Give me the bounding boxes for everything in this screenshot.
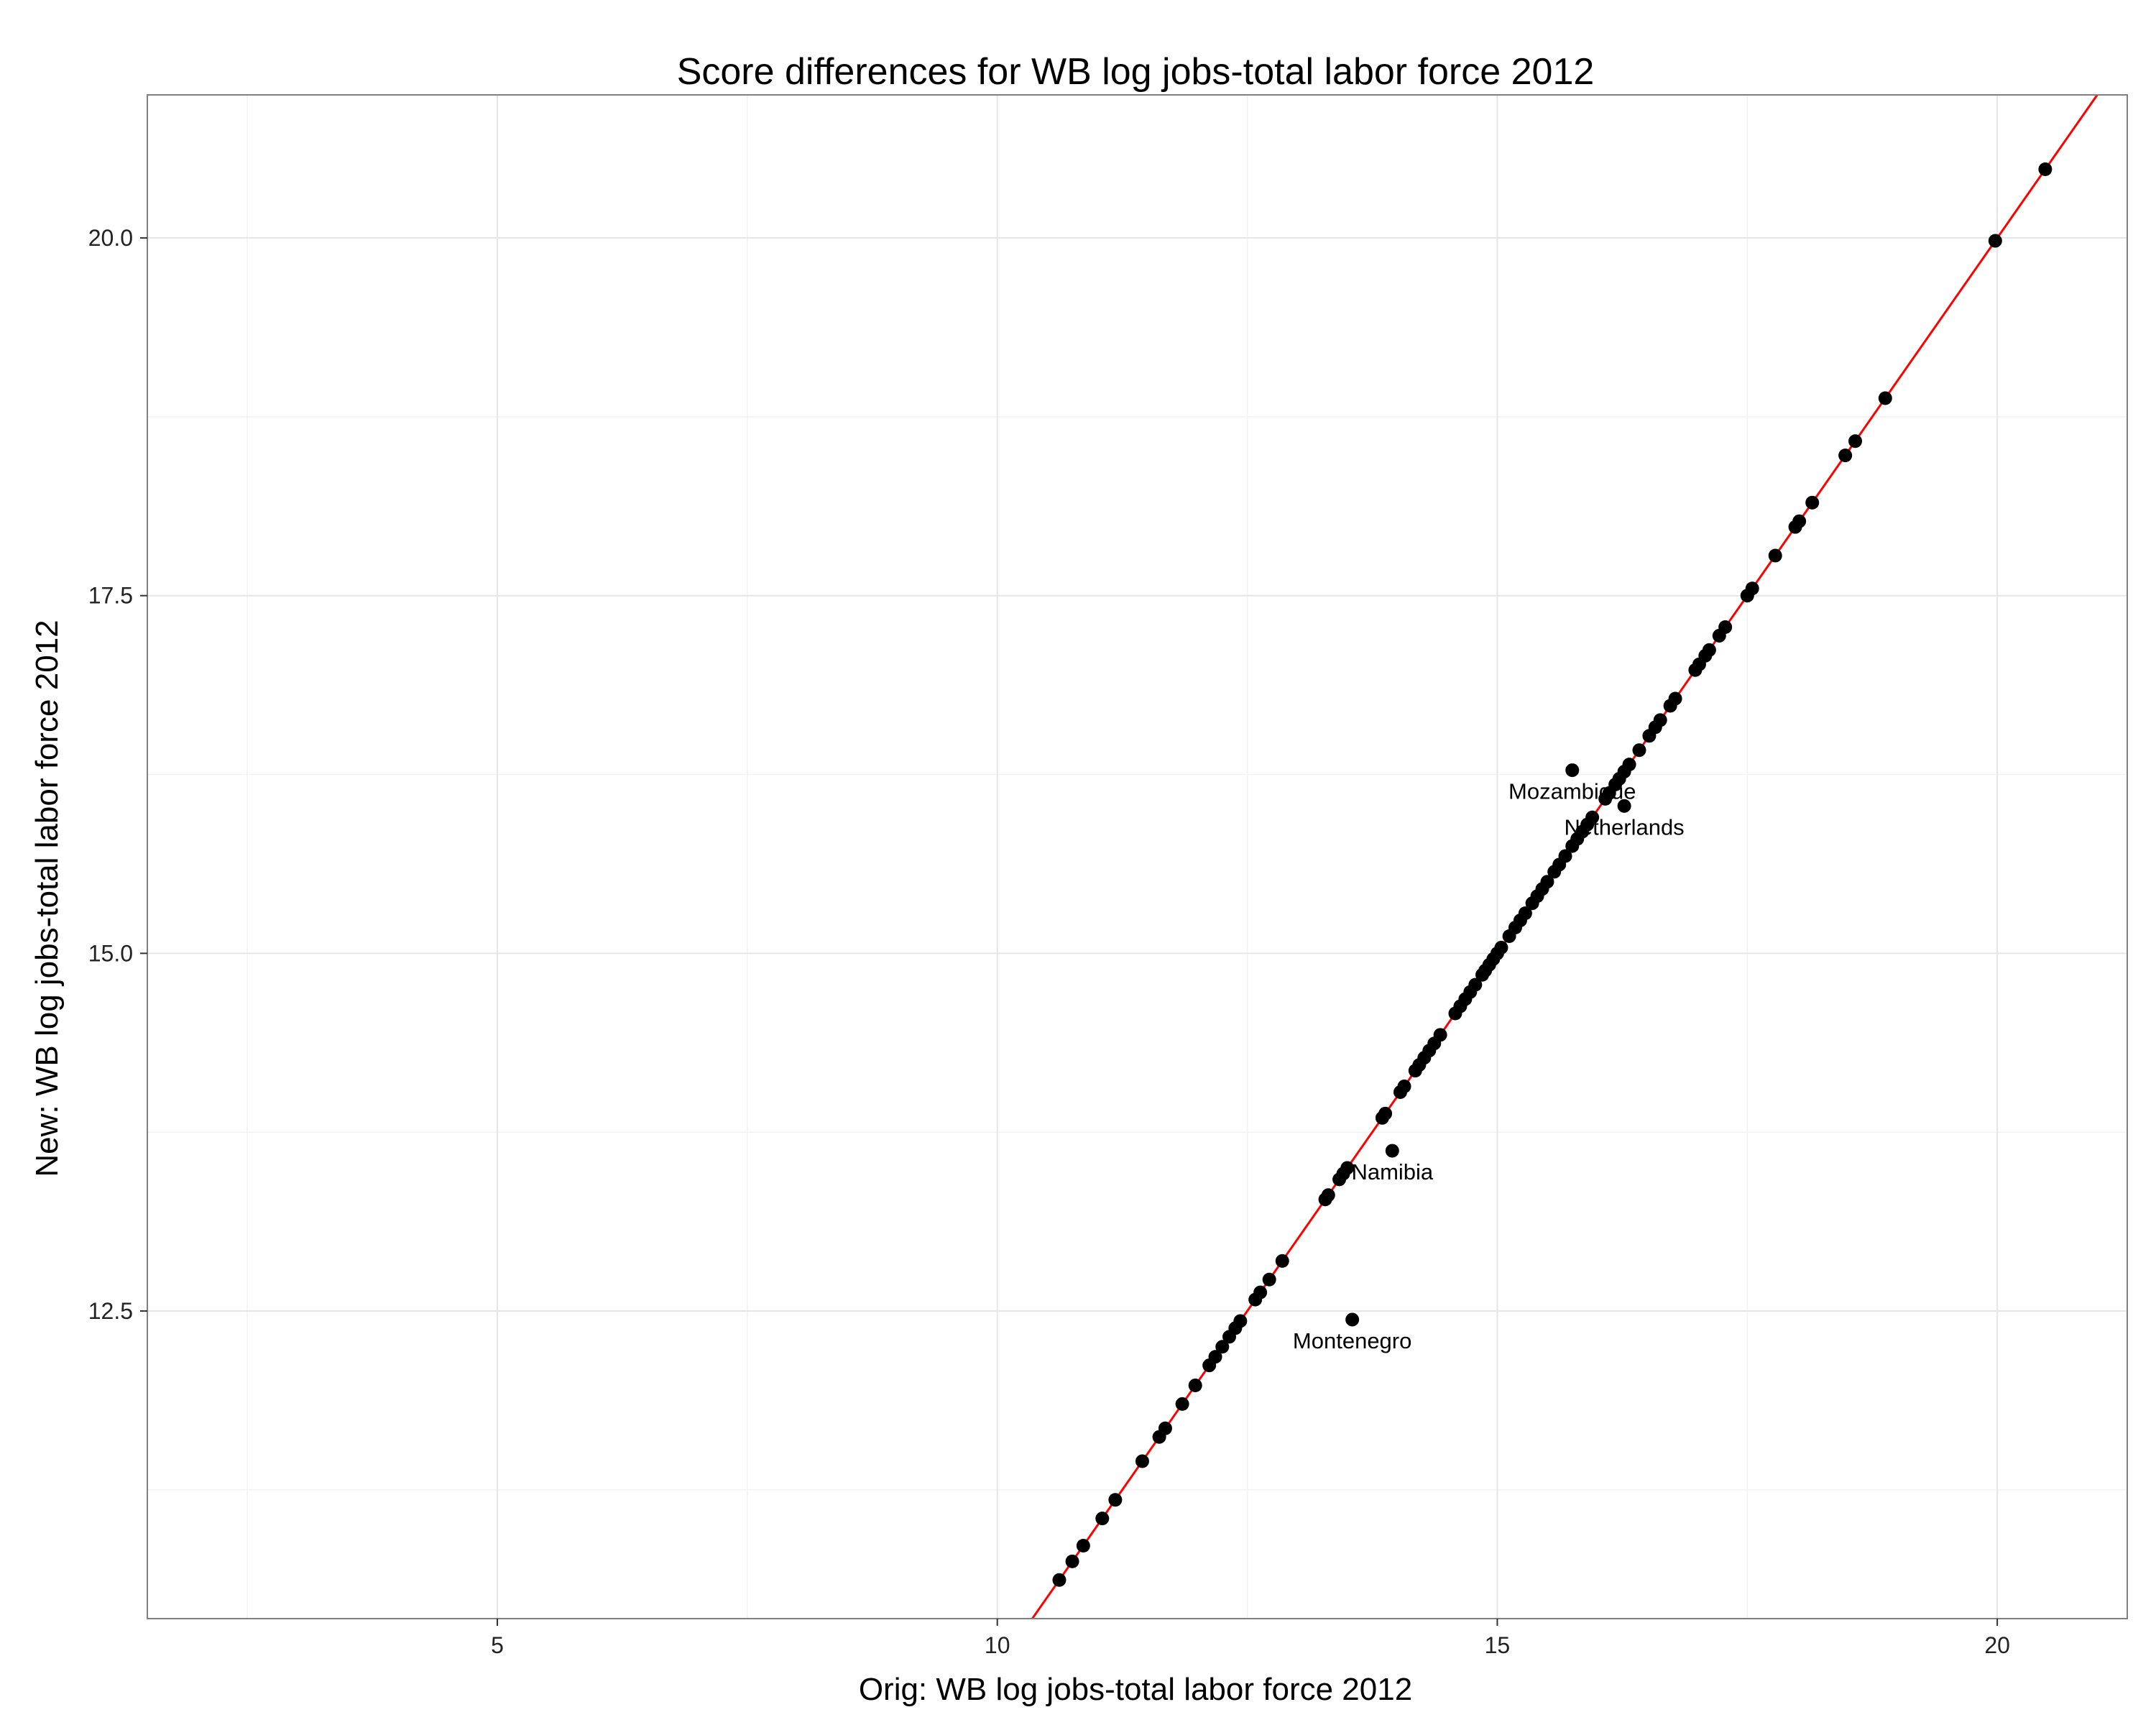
data-point	[1188, 1379, 1202, 1393]
x-tick-label: 10	[985, 1632, 1010, 1658]
data-point	[1585, 810, 1600, 824]
x-axis-title: Orig: WB log jobs-total labor force 2012	[859, 1672, 1412, 1707]
data-point	[1076, 1538, 1090, 1552]
x-tick-label: 15	[1485, 1632, 1511, 1658]
data-point	[1745, 581, 1759, 596]
data-point	[1702, 643, 1716, 657]
major-gridlines	[147, 95, 2127, 1619]
minor-gridlines	[147, 95, 2127, 1619]
data-point	[1617, 799, 1631, 813]
data-point	[1052, 1573, 1067, 1587]
data-point	[1494, 940, 1508, 954]
x-axis-ticks: 5 10 15 20	[491, 1619, 2010, 1658]
data-point	[1768, 548, 1782, 563]
y-tick-label: 20.0	[88, 225, 133, 251]
data-point	[1622, 758, 1636, 772]
data-point	[1718, 620, 1733, 635]
data-point	[1632, 743, 1646, 758]
data-point	[1095, 1512, 1110, 1526]
data-point	[1518, 906, 1532, 921]
point-labels-layer: Mozambique Netherlands Namibia Montenegro	[1293, 779, 1685, 1353]
panel-border	[147, 94, 2128, 1619]
data-point	[1340, 1161, 1355, 1175]
data-point	[1540, 875, 1554, 889]
data-point	[1385, 1144, 1399, 1158]
data-point	[1175, 1397, 1189, 1411]
data-point	[1848, 434, 1863, 448]
data-point	[2038, 162, 2053, 177]
data-point	[1208, 1350, 1222, 1364]
point-label: Mozambique	[1508, 779, 1636, 804]
y-tick-label: 12.5	[88, 1298, 133, 1324]
chart-title: Score differences for WB log jobs-total …	[677, 51, 1595, 93]
y-tick-label: 17.5	[88, 583, 133, 609]
data-point	[1215, 1340, 1230, 1354]
data-point	[1233, 1314, 1248, 1328]
data-point	[1558, 849, 1572, 863]
data-point	[1253, 1285, 1268, 1300]
point-label: Netherlands	[1565, 814, 1685, 840]
data-point	[1158, 1421, 1172, 1435]
data-point	[1108, 1493, 1123, 1507]
data-point	[1275, 1254, 1289, 1268]
data-point	[1262, 1272, 1276, 1287]
x-tick-label: 5	[491, 1632, 504, 1658]
data-point	[1378, 1106, 1393, 1121]
points-layer	[1052, 162, 2053, 1587]
y-axis-title: New: WB log jobs-total labor force 2012	[29, 620, 65, 1177]
data-point	[1565, 763, 1580, 778]
data-point	[1135, 1454, 1149, 1468]
data-point	[1805, 495, 1820, 510]
data-point	[1878, 391, 1892, 405]
data-point	[1065, 1554, 1079, 1568]
data-point	[1433, 1028, 1447, 1042]
data-point	[1653, 713, 1667, 727]
point-label: Namibia	[1351, 1159, 1433, 1184]
data-point	[1345, 1312, 1360, 1327]
data-point	[1988, 234, 2002, 248]
data-point	[1792, 514, 1807, 528]
y-axis-ticks: 12.5 15.0 17.5 20.0	[88, 225, 147, 1324]
data-point	[1838, 448, 1853, 463]
data-point	[1668, 691, 1682, 706]
data-point	[1397, 1079, 1411, 1093]
x-tick-label: 20	[1984, 1632, 2010, 1658]
y-tick-label: 15.0	[88, 940, 133, 966]
data-point	[1468, 978, 1483, 992]
point-label: Montenegro	[1293, 1328, 1411, 1353]
data-point	[1321, 1188, 1335, 1202]
